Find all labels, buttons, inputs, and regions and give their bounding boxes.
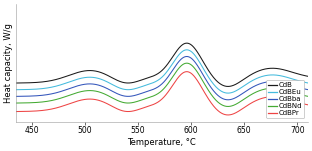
- CdBNd: [175, 70, 178, 72]
- CdBba: [142, 92, 145, 94]
- CdBPr: [185, 71, 189, 73]
- CdBNd: [226, 106, 230, 107]
- CdBEu: [142, 85, 145, 87]
- CdBNd: [53, 99, 57, 101]
- CdBba: [14, 95, 18, 97]
- CdBba: [226, 99, 230, 101]
- CdBNd: [113, 98, 117, 100]
- CdBba: [53, 92, 57, 94]
- CdBPr: [168, 88, 172, 90]
- CdB: [175, 50, 178, 52]
- CdB: [168, 59, 172, 61]
- CdBba: [113, 92, 117, 93]
- CdB: [308, 76, 312, 78]
- Line: CdBNd: CdBNd: [16, 63, 310, 106]
- CdBEu: [113, 85, 117, 87]
- X-axis label: Temperature, °C: Temperature, °C: [128, 138, 196, 147]
- CdBNd: [142, 98, 145, 100]
- CdBEu: [175, 57, 178, 59]
- CdBNd: [308, 96, 312, 98]
- CdBEu: [168, 66, 172, 68]
- CdBEu: [185, 49, 189, 51]
- CdB: [185, 42, 189, 44]
- CdBPr: [308, 104, 312, 106]
- Legend: CdB, CdBEu, CdBba, CdBNd, CdBPr: CdB, CdBEu, CdBba, CdBNd, CdBPr: [266, 80, 305, 118]
- CdBba: [185, 56, 189, 57]
- CdBPr: [142, 107, 145, 109]
- CdBNd: [168, 79, 172, 81]
- CdB: [226, 85, 230, 87]
- CdBNd: [64, 96, 67, 98]
- CdBEu: [53, 85, 57, 87]
- Y-axis label: Heat capacity, W/g: Heat capacity, W/g: [4, 23, 13, 103]
- Line: CdB: CdB: [16, 43, 310, 86]
- CdBba: [168, 73, 172, 74]
- CdBNd: [185, 62, 189, 64]
- Line: CdBEu: CdBEu: [16, 50, 310, 93]
- CdB: [64, 76, 67, 77]
- Line: CdBPr: CdBPr: [16, 72, 310, 115]
- CdBPr: [226, 114, 230, 116]
- CdBEu: [64, 82, 67, 84]
- CdBPr: [53, 107, 57, 109]
- CdBEu: [226, 92, 230, 94]
- CdB: [14, 82, 18, 84]
- CdB: [142, 79, 145, 80]
- CdB: [53, 79, 57, 81]
- CdBEu: [308, 82, 312, 84]
- CdBba: [175, 64, 178, 65]
- CdBPr: [64, 104, 67, 106]
- CdBba: [64, 89, 67, 91]
- CdBPr: [175, 79, 178, 81]
- CdBNd: [14, 102, 18, 104]
- Line: CdBba: CdBba: [16, 56, 310, 100]
- CdBPr: [14, 111, 18, 112]
- CdB: [113, 78, 117, 80]
- CdBPr: [113, 107, 117, 109]
- CdBEu: [14, 89, 18, 91]
- CdBba: [308, 89, 312, 91]
